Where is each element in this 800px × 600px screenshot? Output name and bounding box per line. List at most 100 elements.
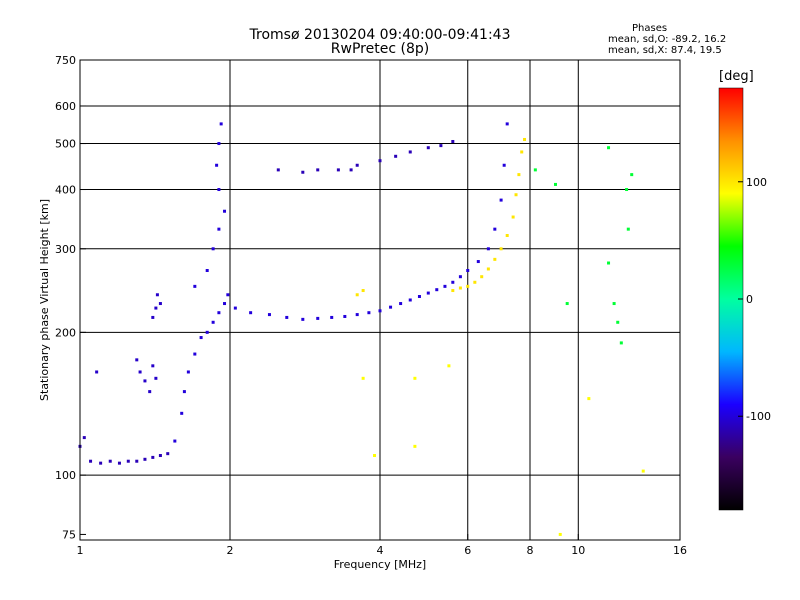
x-tick-label: 2 [227,544,234,557]
data-point [439,144,443,148]
data-point [158,302,162,306]
y-tick-label: 600 [55,100,76,113]
phase-stats-x-mode: mean, sd,X: 87.4, 19.5 [608,45,722,56]
data-point [466,284,470,288]
data-point [367,311,371,315]
data-point [394,154,398,158]
data-point [205,269,209,273]
y-tick-label: 750 [55,54,76,67]
data-point [217,227,221,231]
data-point [493,257,497,261]
data-point [173,439,177,443]
data-point [217,188,221,192]
data-point [426,146,430,150]
data-point [151,455,155,459]
data-point [499,198,503,202]
data-point [135,358,139,362]
data-point [223,209,227,213]
data-point [158,454,162,458]
colorbar-unit-label: [deg] [719,69,754,84]
data-point [219,122,223,126]
data-point [426,291,430,295]
data-point [458,286,462,290]
data-point [641,469,645,473]
data-point [267,313,271,317]
data-point [408,298,412,302]
scatter-points [78,122,645,536]
data-point [413,376,417,380]
data-point [126,459,130,463]
data-point [626,227,630,231]
data-point [154,306,158,310]
data-point [451,139,455,143]
data-point [180,411,184,415]
data-point [558,532,562,536]
data-point [408,150,412,154]
data-point [520,150,524,154]
data-point [154,376,158,380]
data-point [473,280,477,284]
data-point [226,293,230,297]
data-point [343,314,347,318]
data-point [215,163,219,167]
data-point [612,302,616,306]
data-point [233,306,237,310]
data-point [361,376,365,380]
y-tick-label: 100 [55,469,76,482]
data-point [413,444,417,448]
data-point [493,227,497,231]
data-point [349,168,353,172]
data-point [443,284,447,288]
data-point [223,302,227,306]
data-point [435,288,439,292]
data-point [553,182,557,186]
data-point [143,457,147,461]
phase-stats-o-mode: mean, sd,O: -89.2, 16.2 [608,34,727,45]
data-point [373,454,377,458]
data-point [148,390,152,394]
data-point [502,163,506,167]
data-point [517,173,521,177]
y-tick-label: 200 [55,326,76,339]
x-tick-label: 8 [527,544,534,557]
x-tick-label: 16 [673,544,687,557]
data-point [355,313,359,317]
data-point [316,316,320,320]
data-point [276,168,280,172]
chart-subtitle: RwPretec (8p) [330,41,430,57]
data-point [417,294,421,298]
x-tick-label: 6 [464,544,471,557]
data-point [193,284,197,288]
data-point [486,247,490,251]
phase-stats-heading: Phases [632,23,668,34]
data-point [587,397,591,401]
y-tick-label: 300 [55,243,76,256]
x-tick-label: 4 [377,544,384,557]
data-point [355,293,359,297]
data-point [458,275,462,279]
data-point [211,320,215,324]
data-point [95,370,99,374]
data-point [607,146,611,150]
colorbar-tick-label: 100 [746,176,767,189]
data-point [619,341,623,345]
data-point [630,173,634,177]
data-point [378,159,382,163]
data-point [108,459,112,463]
grid-lines [80,60,680,540]
data-point [186,370,190,374]
data-point [533,168,537,172]
data-point [486,267,490,271]
data-point [211,247,215,251]
data-point [523,137,527,141]
data-point [499,247,503,251]
data-point [82,436,86,440]
data-point [143,379,147,383]
colorbar-tick-label: 0 [746,293,753,306]
data-point [505,122,509,126]
data-point [480,275,484,279]
data-point [155,293,159,297]
x-tick-label: 10 [571,544,585,557]
y-tick-label: 400 [55,184,76,197]
data-point [217,142,221,146]
